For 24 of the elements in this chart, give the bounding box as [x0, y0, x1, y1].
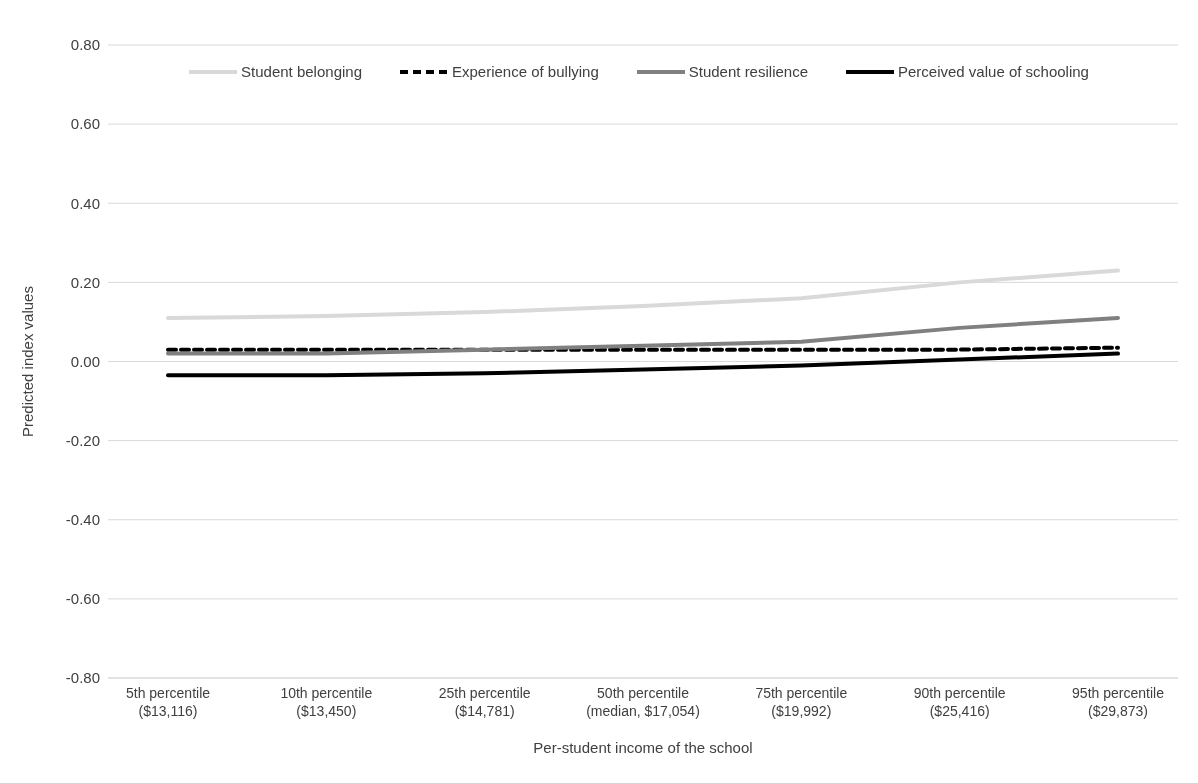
legend-label: Student belonging: [241, 63, 362, 80]
y-tick-label: 0.00: [70, 352, 100, 370]
x-tick-label: 10th percentile ($13,450): [280, 685, 373, 719]
y-tick-label: -0.60: [65, 590, 100, 608]
x-tick-label: 25th percentile ($14,781): [438, 685, 531, 719]
y-tick-label: -0.20: [65, 431, 100, 449]
x-tick-label: 5th percentile ($13,116): [125, 685, 211, 719]
y-axis-title: Predicted index values: [19, 286, 37, 437]
x-axis-title: Per-student income of the school: [533, 739, 753, 756]
x-tick-label: 75th percentile ($19,992): [755, 685, 848, 719]
y-tick-label: 0.80: [70, 36, 100, 54]
y-tick-label: -0.80: [65, 669, 100, 687]
legend-label: Perceived value of schooling: [898, 63, 1089, 80]
line-series: [166, 315, 1120, 356]
line-series: [166, 351, 1120, 378]
y-tick-label: 0.40: [70, 194, 100, 212]
y-tick-label: -0.40: [65, 511, 100, 529]
legend-label: Student resilience: [688, 63, 808, 80]
y-tick-label: 0.20: [70, 273, 100, 291]
x-tick-label: 90th percentile ($25,416): [913, 685, 1006, 719]
x-tick-label: 50th percentile (median, $17,054): [586, 685, 700, 719]
legend-label: Experience of bullying: [451, 63, 599, 80]
y-tick-label: 0.60: [70, 115, 100, 133]
x-tick-label: 95th percentile ($29,873): [1072, 685, 1165, 719]
